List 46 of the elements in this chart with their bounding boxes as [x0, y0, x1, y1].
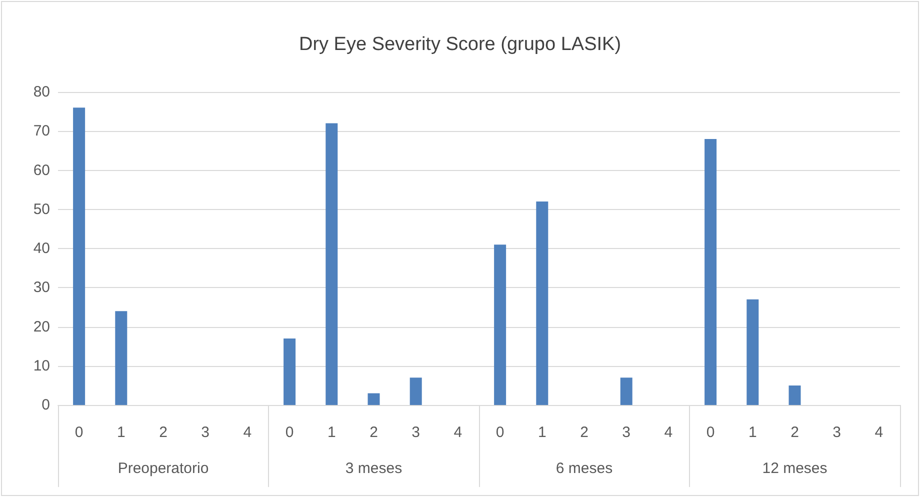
- bar: [788, 385, 801, 405]
- bar: [410, 378, 422, 405]
- text: 3 meses: [345, 460, 402, 477]
- bar: [494, 244, 506, 405]
- y-tick-label: 30: [33, 279, 50, 296]
- x-tick-label: 0: [496, 424, 504, 441]
- bar: [704, 138, 717, 405]
- chart-title: Dry Eye Severity Score (grupo LASIK): [298, 34, 622, 55]
- x-tick-label: 0: [74, 424, 84, 441]
- bar: [326, 123, 338, 405]
- y-tick-label: 70: [33, 122, 50, 140]
- x-tick-label: 4: [874, 424, 884, 441]
- bar: [284, 338, 296, 405]
- bar: [620, 378, 632, 405]
- x-tick-label: 4: [664, 424, 673, 441]
- x-tick-label: 1: [748, 424, 757, 441]
- text: Preoperatorio: [118, 460, 209, 477]
- y-tick-label: 40: [33, 240, 50, 257]
- x-tick-label: 2: [580, 424, 588, 441]
- x-tick-label: 3: [832, 424, 842, 441]
- bar: [73, 108, 86, 405]
- text: 6 meses: [556, 460, 613, 477]
- bar: [368, 393, 380, 405]
- x-tick-label: 2: [370, 424, 378, 441]
- bar: [746, 299, 759, 405]
- x-tick-label: 0: [706, 424, 715, 441]
- x-tick-label: 4: [454, 424, 462, 441]
- bar: [115, 311, 128, 405]
- x-tick-label: 2: [790, 424, 799, 441]
- x-tick-label: 2: [159, 424, 168, 441]
- x-tick-label: 3: [622, 424, 631, 441]
- x-tick-label: 0: [285, 424, 294, 441]
- x-tick-label: 1: [538, 424, 546, 441]
- bar: [536, 202, 548, 405]
- x-tick-label: 1: [116, 424, 126, 441]
- x-tick-label: 3: [412, 424, 420, 441]
- x-tick-label: 3: [201, 424, 210, 441]
- y-tick-label: 80: [33, 84, 50, 100]
- y-tick-label: 50: [33, 200, 50, 218]
- text: 12 meses: [762, 460, 828, 477]
- y-tick-label: 0: [42, 396, 50, 414]
- y-tick-label: 60: [33, 162, 50, 179]
- x-tick-label: 4: [243, 424, 252, 441]
- y-tick-label: 10: [33, 357, 50, 374]
- y-tick-label: 20: [33, 318, 50, 336]
- x-tick-label: 1: [327, 424, 336, 441]
